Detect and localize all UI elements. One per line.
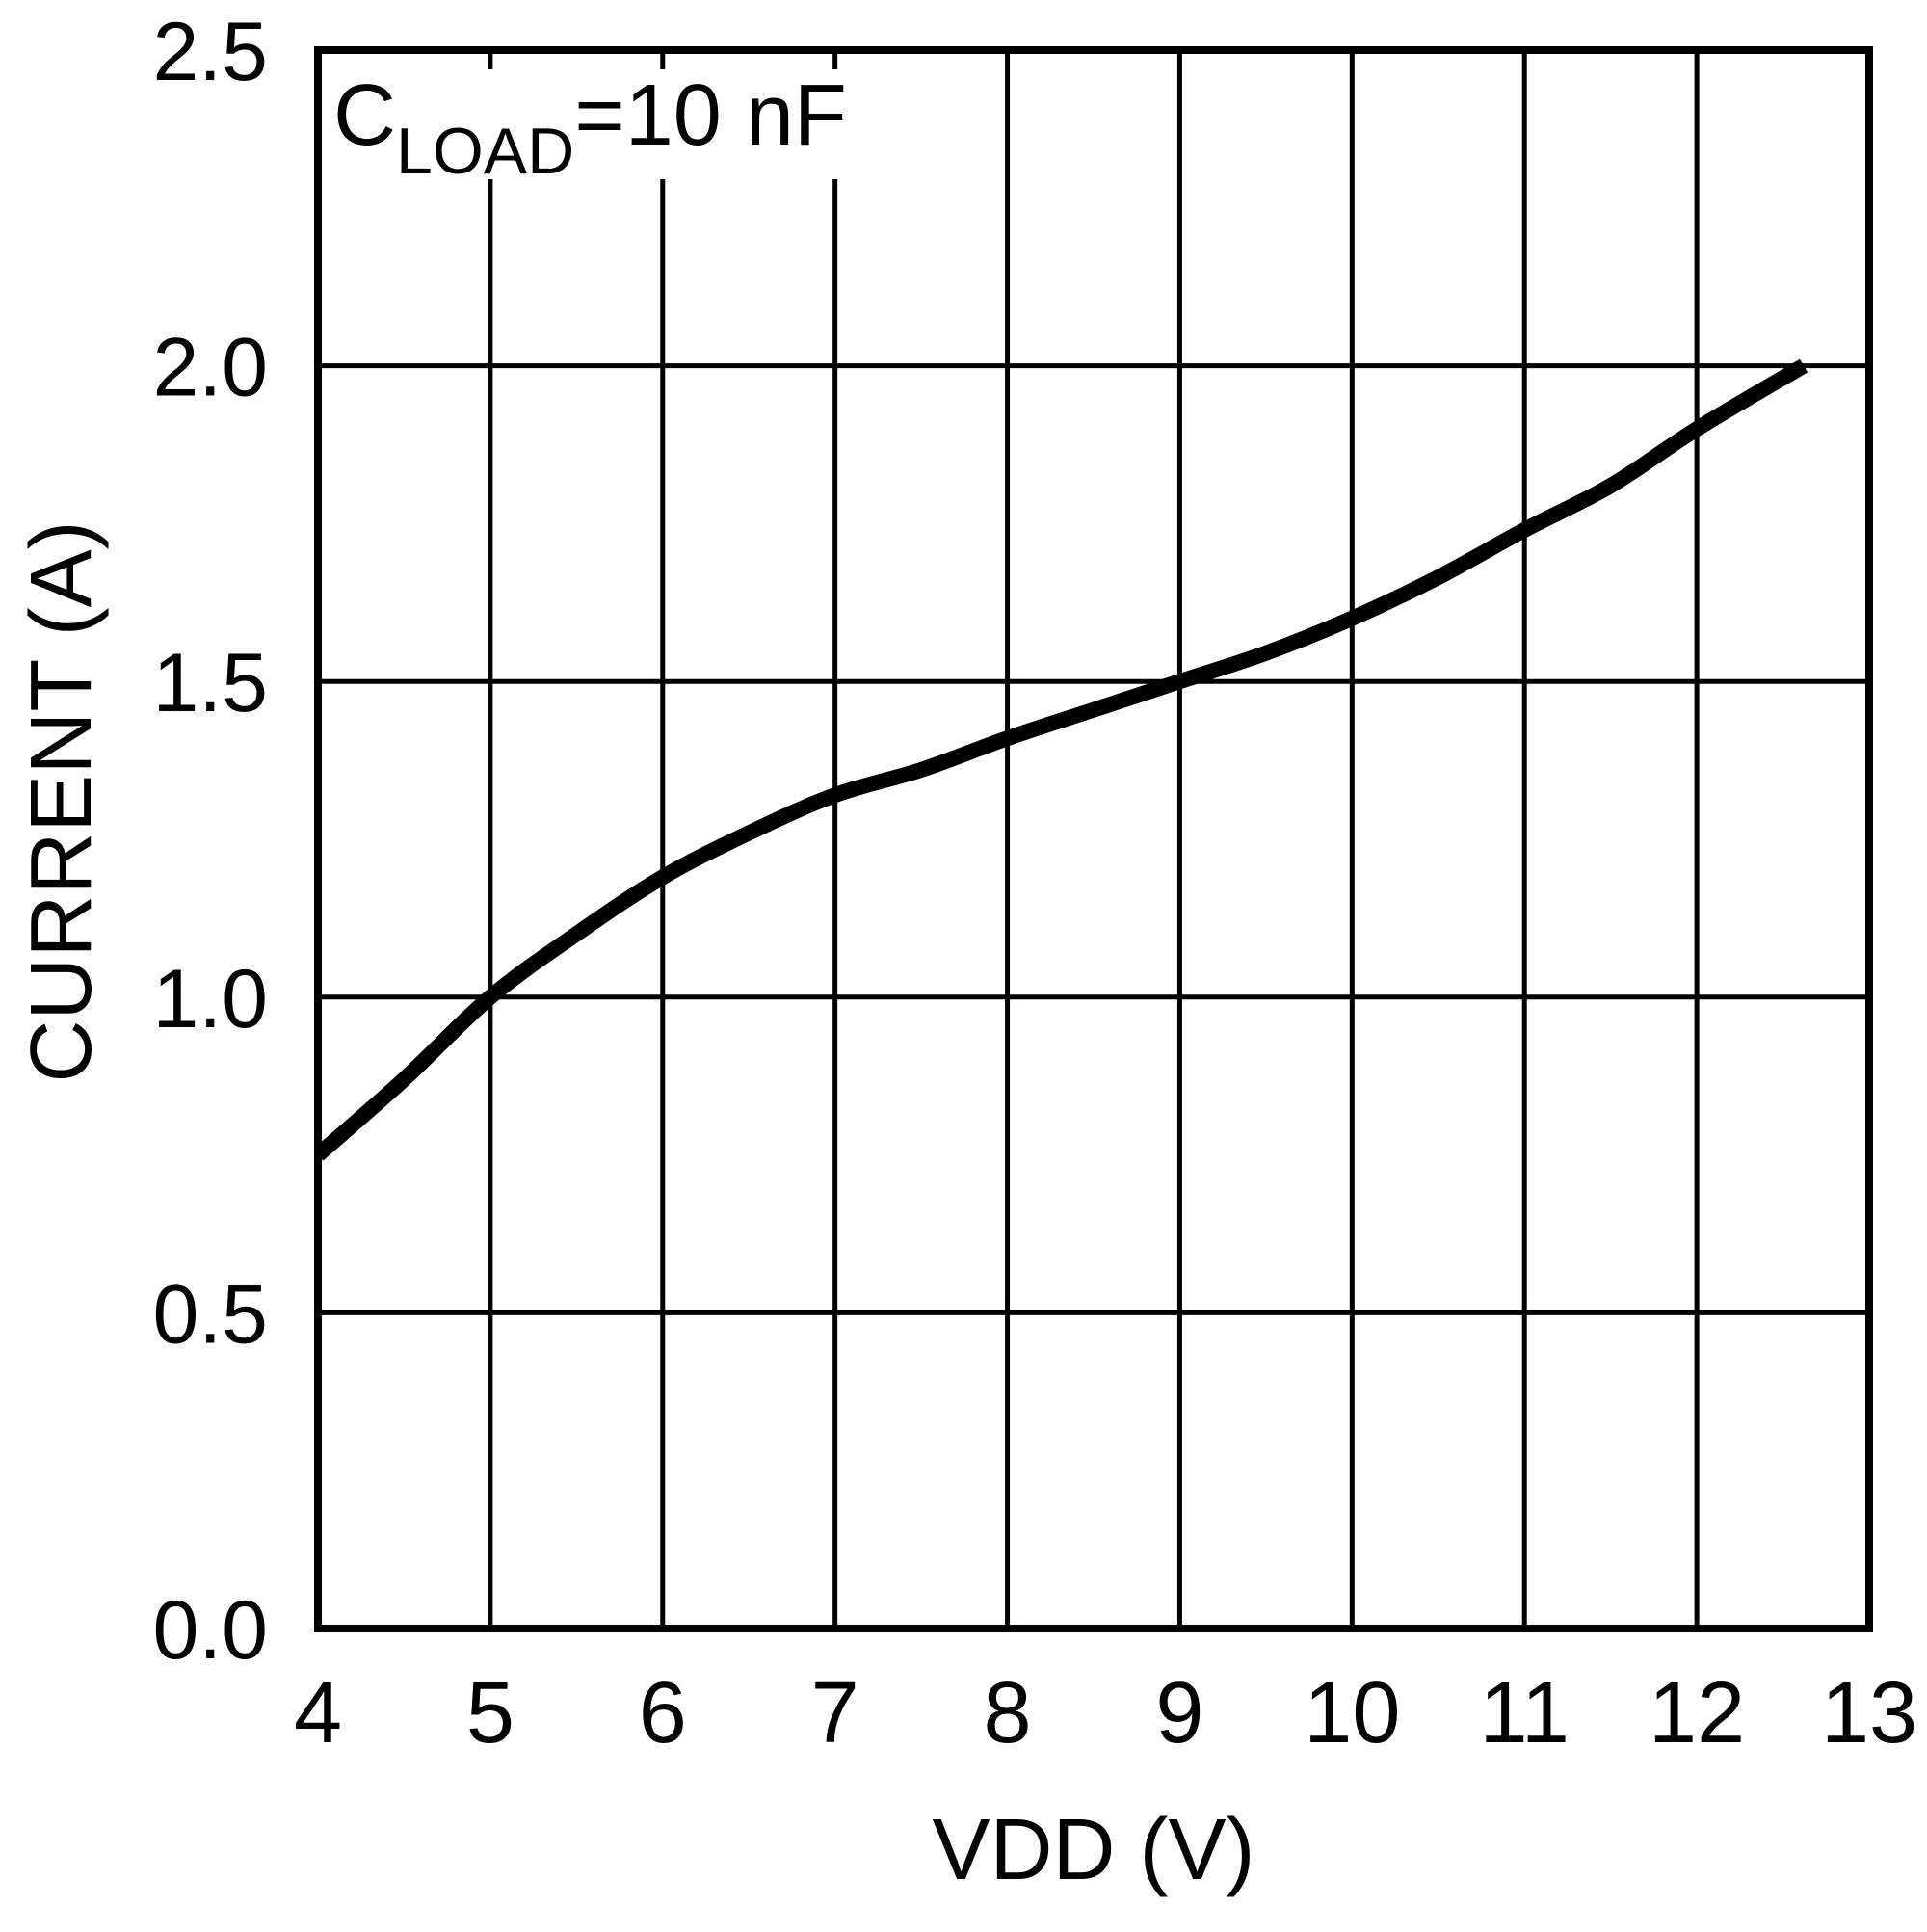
y-tick-label: 1.5 — [152, 637, 268, 729]
y-tick-label: 2.0 — [152, 322, 268, 414]
x-tick-label: 6 — [639, 1665, 687, 1761]
x-tick-label: 4 — [294, 1665, 342, 1761]
y-axis-tick-labels: 0.0 0.5 1.0 1.5 2.0 2.5 — [152, 6, 268, 1677]
y-tick-label: 0.0 — [152, 1584, 268, 1677]
x-tick-label: 9 — [1155, 1665, 1203, 1761]
y-axis-title: CURRENT (A) — [13, 520, 110, 1082]
annotation-suffix: =10 nF — [574, 67, 847, 164]
data-series — [318, 358, 1808, 1161]
x-axis-tick-labels: 4 5 6 7 8 9 10 11 12 13 — [294, 1665, 1917, 1761]
x-tick-label: 11 — [1480, 1665, 1570, 1761]
annotation-background — [322, 69, 847, 179]
x-axis-title: VDD (V) — [933, 1802, 1255, 1898]
x-tick-label: 12 — [1649, 1665, 1745, 1761]
plot-frame — [314, 46, 1873, 1632]
x-tick-label: 8 — [984, 1665, 1032, 1761]
x-tick-label: 13 — [1821, 1665, 1917, 1761]
annotation-subscript: LOAD — [396, 115, 574, 188]
annotation-main: C — [333, 67, 396, 164]
annotation: CLOAD=10 nF — [322, 67, 847, 188]
x-tick-label: 7 — [811, 1665, 859, 1761]
x-tick-label: 10 — [1304, 1665, 1400, 1761]
y-tick-label: 2.5 — [152, 6, 268, 98]
y-tick-label: 1.0 — [152, 953, 268, 1045]
annotation-label: CLOAD=10 nF — [333, 67, 847, 188]
gridlines — [318, 50, 1869, 1628]
y-tick-label: 0.5 — [152, 1268, 268, 1361]
series-line-0 — [318, 358, 1808, 1161]
x-tick-label: 5 — [466, 1665, 515, 1761]
